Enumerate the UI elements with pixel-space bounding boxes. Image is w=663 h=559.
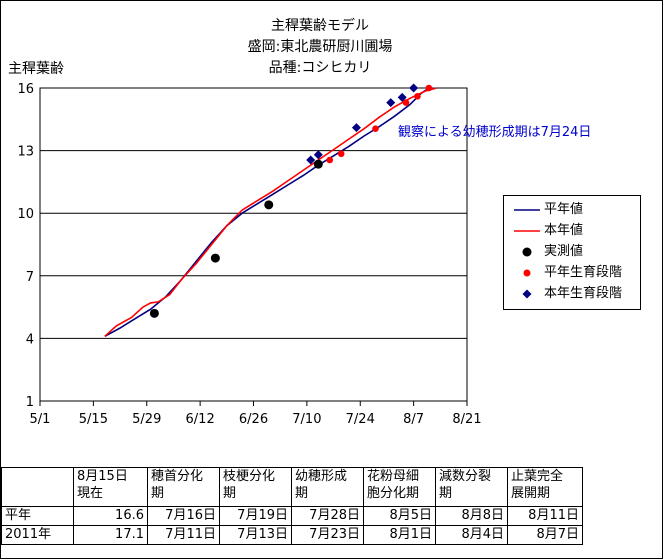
series-line-平年値	[104, 87, 430, 338]
legend: 平年値 本年値 実測値 平年生育段階 本年生育段階	[503, 195, 641, 310]
table-cell: 7月28日	[291, 506, 364, 526]
marker-実測値-0	[149, 308, 159, 318]
table-row: 2011年 17.1 7月11日 7月13日 7月23日 8月1日 8月4日 8…	[1, 525, 583, 545]
table-cell: 7月19日	[219, 506, 292, 526]
table-cell: 7月13日	[219, 525, 292, 545]
x-tick-label-6/26: 6/26	[239, 412, 268, 427]
axes	[39, 87, 468, 406]
x-tick-label-5/15: 5/15	[79, 412, 108, 427]
table-cell: 7月23日	[291, 525, 364, 545]
annotation-text: 観察による幼穂形成期は7月24日	[398, 125, 591, 140]
table-header-row: 8月15日 現在 穂首分化 期 枝梗分化 期 幼穂形成 期 花粉母細 胞分化期 …	[1, 467, 583, 507]
table-cell: 7月16日	[147, 506, 220, 526]
y-tick-label-7: 7	[26, 270, 34, 285]
y-tick-label-4: 4	[26, 332, 34, 347]
gridlines	[40, 150, 467, 339]
table-header-cell: 減数分裂 期	[435, 467, 508, 507]
legend-navy-diamond-icon	[522, 289, 532, 299]
marker-実測値-3	[313, 159, 323, 169]
table-cell: 8月1日	[363, 525, 436, 545]
table-header-cell: 枝梗分化 期	[219, 467, 292, 507]
table-header-cell	[1, 467, 74, 507]
growth-stage-table: 8月15日 現在 穂首分化 期 枝梗分化 期 幼穂形成 期 花粉母細 胞分化期 …	[1, 467, 583, 545]
marker-実測値-1	[210, 253, 220, 263]
y-tick-label-13: 13	[17, 145, 34, 160]
legend-item-本年生育段階: 本年生育段階	[504, 284, 640, 304]
legend-label: 平年生育段階	[544, 265, 623, 280]
y-tick-label-1: 1	[26, 395, 34, 410]
legend-item-平年生育段階: 平年生育段階	[504, 263, 640, 283]
marker-平年生育段階-5	[425, 84, 433, 92]
x-tick-label-8/21: 8/21	[452, 412, 481, 427]
marker-平年生育段階-0	[326, 156, 334, 164]
tick-labels: 1 4 7 10 13 16 5/1 5/15 5/29 6/12 6/26 7/10 7/24 8/7 8…	[17, 82, 481, 427]
chart-title-line-1: 主稈葉齢モデル	[271, 18, 369, 34]
marker-平年生育段階-2	[372, 125, 379, 132]
legend-item-平年値: 平年値	[504, 200, 640, 220]
legend-line-navy-icon	[514, 209, 540, 211]
marker-本年生育段階-4	[397, 92, 407, 102]
marker-本年生育段階-5	[409, 83, 419, 93]
legend-black-circle-icon	[522, 247, 532, 257]
marker-本年生育段階-3	[386, 98, 396, 108]
marker-平年生育段階-1	[337, 150, 345, 158]
table-header-cell: 8月15日 現在	[73, 467, 148, 507]
x-tick-label-5/1: 5/1	[30, 412, 51, 427]
table-cell: 8月7日	[507, 525, 583, 545]
plot-area: 1 4 7 10 13 16 5/1 5/15 5/29 6/12 6/26 7/10 7/24 8/7 8…	[17, 82, 591, 427]
legend-label: 実測値	[544, 244, 584, 259]
marker-実測値-2	[264, 200, 274, 210]
series-lines	[104, 87, 437, 338]
marker-平年生育段階-3	[402, 99, 410, 106]
table-cell: 7月11日	[147, 525, 220, 545]
table-cell: 8月8日	[435, 506, 508, 526]
table-header-cell: 穂首分化 期	[147, 467, 220, 507]
marker-本年生育段階-2	[351, 123, 361, 133]
x-tick-label-8/7: 8/7	[403, 412, 424, 427]
table-cell: 16.6	[73, 506, 148, 526]
x-tick-label-7/10: 7/10	[292, 412, 321, 427]
x-tick-label-5/29: 5/29	[132, 412, 161, 427]
chart-title-line-2: 盛岡:東北農研厨川圃場	[247, 39, 393, 55]
table-header-cell: 止葉完全 展開期	[507, 467, 583, 507]
legend-line-red-icon	[514, 230, 540, 232]
table-cell: 8月4日	[435, 525, 508, 545]
table-cell: 8月5日	[363, 506, 436, 526]
legend-label: 本年生育段階	[544, 286, 623, 301]
legend-label: 平年値	[544, 202, 584, 217]
y-tick-label-16: 16	[17, 82, 34, 97]
table-row: 平年 16.6 7月16日 7月19日 7月28日 8月5日 8月8日 8月11…	[1, 506, 583, 526]
series-markers	[149, 83, 433, 318]
marker-本年生育段階-1	[313, 150, 323, 160]
legend-label: 本年値	[544, 223, 584, 238]
x-tick-label-6/12: 6/12	[186, 412, 215, 427]
legend-item-実測値: 実測値	[504, 242, 640, 262]
table-cell: 17.1	[73, 525, 148, 545]
marker-平年生育段階-4	[414, 93, 421, 100]
legend-red-dot-icon	[523, 269, 531, 277]
series-line-本年値	[104, 87, 437, 337]
legend-item-本年値: 本年値	[504, 221, 640, 241]
table-header-cell: 幼穂形成 期	[291, 467, 364, 507]
y-tick-label-10: 10	[17, 207, 34, 222]
chart-title-line-3: 品種:コシヒカリ	[268, 60, 372, 76]
y-axis-label: 主稈葉齢	[8, 61, 64, 77]
marker-本年生育段階-0	[306, 155, 316, 165]
table-cell: 8月11日	[507, 506, 583, 526]
table-header-cell: 花粉母細 胞分化期	[363, 467, 436, 507]
table-cell: 2011年	[1, 525, 74, 545]
x-tick-label-7/24: 7/24	[346, 412, 375, 427]
table-cell: 平年	[1, 506, 74, 526]
